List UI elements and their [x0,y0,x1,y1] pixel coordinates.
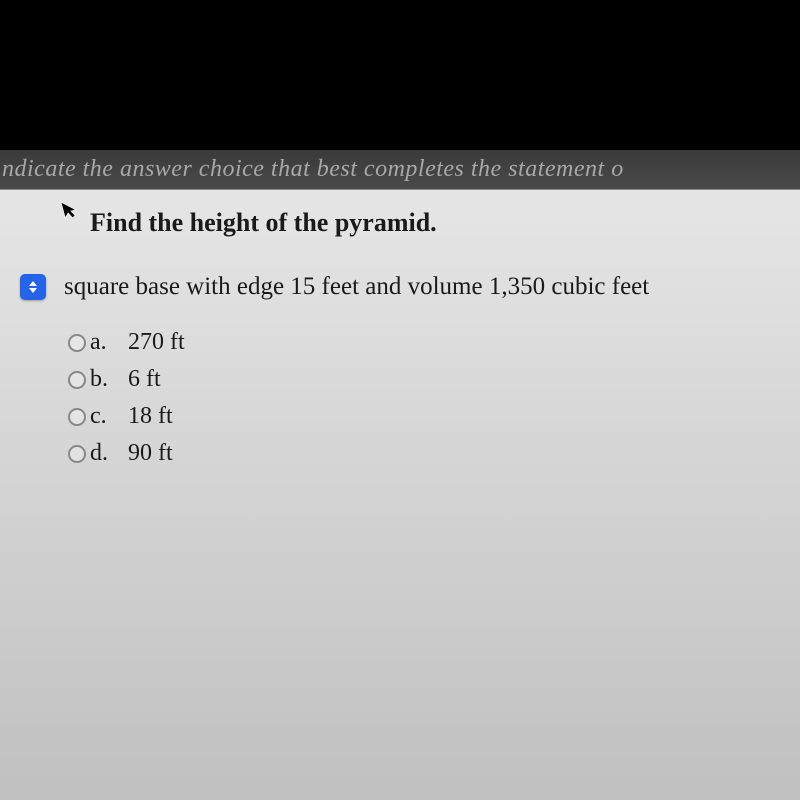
answer-options: a. 270 ft b. 6 ft c. 18 ft d. 90 ft [0,329,800,467]
option-letter: c. [90,403,128,430]
option-text: 270 ft [128,329,185,356]
radio-icon[interactable] [68,445,86,463]
option-c[interactable]: c. 18 ft [68,403,800,430]
option-text: 6 ft [128,366,161,393]
question-body: square base with edge 15 feet and volume… [64,273,649,301]
option-text: 90 ft [128,440,173,467]
radio-icon[interactable] [68,334,86,352]
dropdown-badge[interactable] [20,274,46,300]
quiz-content-area: ndicate the answer choice that best comp… [0,150,800,800]
option-b[interactable]: b. 6 ft [68,366,800,393]
question-title: Find the height of the pyramid. [0,190,800,238]
chevron-down-icon [29,288,37,293]
chevron-up-icon [29,281,37,286]
option-a[interactable]: a. 270 ft [68,329,800,356]
radio-icon[interactable] [68,408,86,426]
option-d[interactable]: d. 90 ft [68,440,800,467]
instruction-bar: ndicate the answer choice that best comp… [0,150,800,190]
radio-icon[interactable] [68,371,86,389]
option-letter: d. [90,440,128,467]
option-text: 18 ft [128,403,173,430]
letterbox-top [0,0,800,150]
question-row: square base with edge 15 feet and volume… [0,273,800,301]
option-letter: a. [90,329,128,356]
option-letter: b. [90,366,128,393]
instruction-text: ndicate the answer choice that best comp… [0,156,800,183]
